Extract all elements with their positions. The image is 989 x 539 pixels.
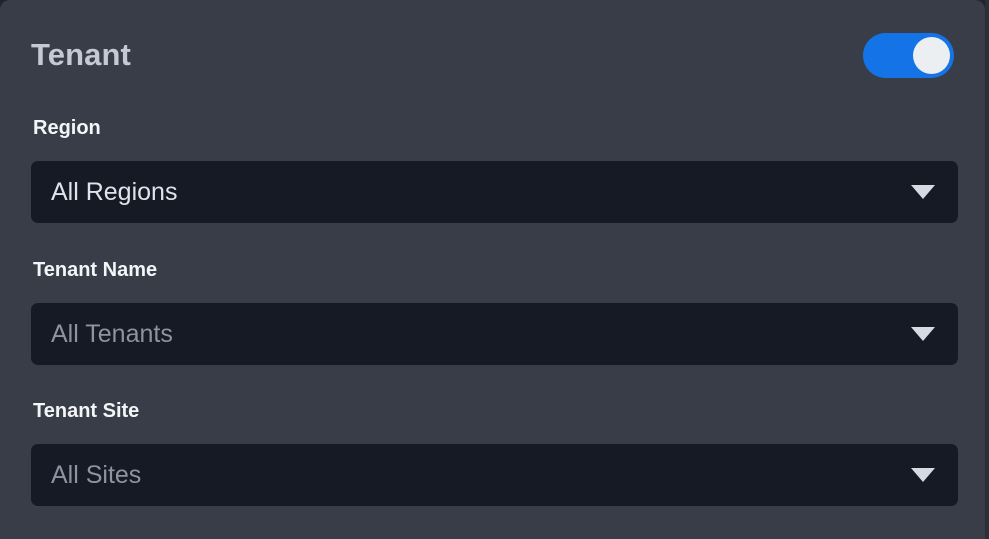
label-tenant-name: Tenant Name — [33, 259, 158, 281]
panel-header: Tenant — [0, 0, 985, 110]
panel-right-edge — [985, 0, 989, 539]
label-tenant-site: Tenant Site — [33, 400, 140, 422]
field-group-tenant-site: Tenant Site All Sites — [31, 398, 958, 506]
caret-down-icon — [910, 444, 936, 506]
field-group-tenant-name: Tenant Name All Tenants — [31, 257, 958, 365]
tenant-enabled-toggle[interactable] — [863, 33, 954, 78]
caret-down-icon — [910, 303, 936, 365]
select-region[interactable]: All Regions — [31, 161, 958, 223]
select-tenant-site-value: All Sites — [51, 461, 142, 489]
page-title: Tenant — [31, 37, 131, 72]
select-tenant-name[interactable]: All Tenants — [31, 303, 958, 365]
field-group-region: Region All Regions — [31, 115, 958, 223]
label-region: Region — [33, 117, 101, 139]
select-region-value: All Regions — [51, 178, 178, 206]
toggle-knob — [913, 37, 950, 74]
select-tenant-name-value: All Tenants — [51, 320, 173, 348]
caret-down-icon — [910, 161, 936, 223]
select-tenant-site[interactable]: All Sites — [31, 444, 958, 506]
